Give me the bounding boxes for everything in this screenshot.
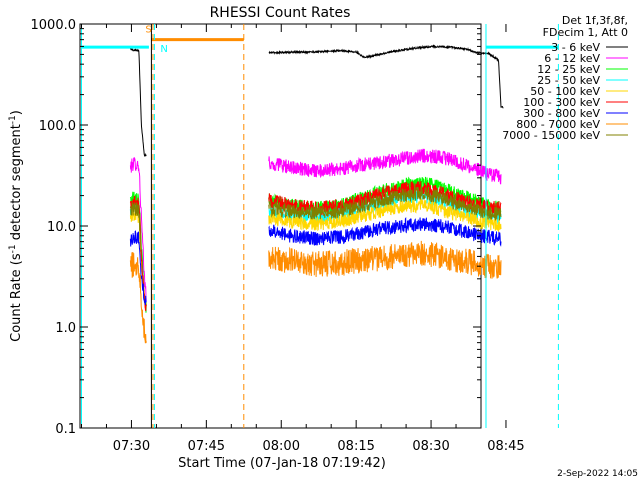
y-axis-label-part: detector segment: [9, 124, 24, 244]
series-line-2: [129, 157, 147, 303]
legend-header: Det 1f,3f,8f,: [562, 14, 628, 27]
x-tick-label: 08:00: [263, 439, 300, 454]
y-tick-label: 100.0: [39, 119, 76, 134]
series-line-2: [268, 148, 502, 185]
series-line-9: [268, 186, 502, 221]
series-layer: [129, 44, 504, 344]
timestamp: 2-Sep-2022 14:05: [557, 469, 638, 479]
y-tick-label: 1.0: [55, 321, 76, 336]
legend-entry-label: 100 - 300 keV: [523, 96, 600, 109]
legend-entry-label: 50 - 100 keV: [530, 85, 600, 98]
legend-entry-label: 300 - 800 keV: [523, 107, 600, 120]
x-tick-label: 08:15: [337, 439, 374, 454]
chart-title: RHESSI Count Rates: [210, 5, 351, 21]
series-line-1: [268, 44, 504, 109]
series-line-6: [268, 181, 502, 216]
y-tick-label: 0.1: [55, 422, 76, 437]
x-tick-label: 08:30: [412, 439, 449, 454]
legend-entry-label: 6 - 12 keV: [544, 52, 600, 65]
y-tick-label: 1000.0: [31, 18, 77, 33]
series-line-7: [129, 230, 147, 306]
y-tick-label: 10.0: [47, 220, 76, 235]
legend-entry-label: 3 - 6 keV: [551, 41, 600, 54]
x-axis-label: Start Time (07-Jan-18 07:19:42): [178, 456, 386, 471]
series-line-7: [268, 216, 502, 247]
series-line-9: [129, 201, 142, 250]
x-tick-label: 08:45: [487, 439, 524, 454]
series-line-5: [268, 197, 502, 232]
flag-label-n: N: [160, 44, 167, 55]
series-line-8: [129, 252, 147, 344]
y-axis-label-part: -1: [8, 244, 18, 253]
series-line-8: [268, 240, 502, 279]
y-axis-label-part: ): [9, 110, 24, 115]
y-axis-label-part: Count Rate (s: [9, 253, 24, 342]
flag-label-s: S: [145, 25, 151, 36]
x-tick-label: 07:45: [188, 439, 225, 454]
legend-entry-label: 25 - 50 keV: [537, 74, 600, 87]
legend-header: FDecim 1, Att 0: [543, 26, 628, 39]
y-axis-label: Count Rate (s-1 detector segment-1): [8, 110, 24, 342]
legend-entry-label: 12 - 25 keV: [537, 63, 600, 76]
marker-layer: SN: [80, 24, 559, 428]
series-line-1: [129, 47, 147, 158]
legend-entry-label: 7000 - 15000 keV: [502, 129, 600, 142]
y-axis-label-part: -1: [8, 115, 18, 124]
legend-entry-label: 800 - 7000 keV: [516, 118, 600, 131]
x-tick-label: 07:30: [113, 439, 150, 454]
x-axis: 07:30 07:45 08:00 08:15 08:30 08:45: [80, 24, 525, 454]
